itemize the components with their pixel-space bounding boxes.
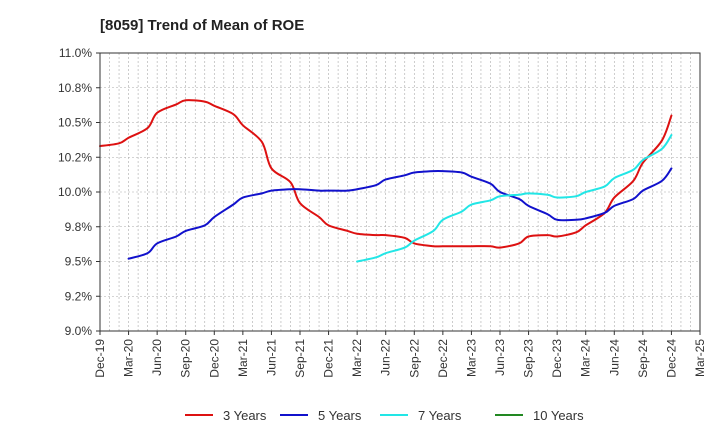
series-line-3 xyxy=(356,134,673,263)
legend-label: 3 Years xyxy=(223,408,267,423)
series-layer xyxy=(99,99,673,263)
x-tick-label: Dec-21 xyxy=(322,339,336,378)
x-axis-ticks: Dec-19 Mar-20 Jun-20 Sep-20 Dec-20 Mar-21 Jun-… xyxy=(93,331,707,378)
y-tick-label: 9.8% xyxy=(65,220,93,234)
x-tick-label: Jun-24 xyxy=(607,339,621,376)
x-tick-label: Sep-20 xyxy=(179,339,193,378)
chart-title: [8059] Trend of Mean of ROE xyxy=(100,17,304,34)
legend: 3 Years 5 Years 7 Years 10 Years xyxy=(185,408,584,423)
y-tick-label: 9.2% xyxy=(65,289,93,303)
y-tick-label: 11.0% xyxy=(59,46,92,60)
x-tick-label: Jun-20 xyxy=(150,339,164,376)
x-tick-label: Dec-22 xyxy=(436,339,450,378)
legend-label: 5 Years xyxy=(318,408,362,423)
y-axis-ticks: 9.0% 9.2% 9.5% 9.8% 10.0% 10.2% 10.5% 10.8% 11.0… xyxy=(58,46,100,338)
y-tick-label: 9.5% xyxy=(65,255,93,269)
series-line-2 xyxy=(127,167,673,260)
x-tick-label: Mar-23 xyxy=(464,339,478,377)
x-tick-label: Dec-19 xyxy=(93,339,107,378)
legend-label: 10 Years xyxy=(533,408,584,423)
y-tick-label: 10.5% xyxy=(58,116,92,130)
legend-label: 7 Years xyxy=(418,408,462,423)
y-tick-label: 10.0% xyxy=(58,185,92,199)
x-tick-label: Sep-24 xyxy=(636,339,650,378)
x-tick-label: Mar-25 xyxy=(693,339,707,377)
x-tick-label: Sep-22 xyxy=(407,339,421,378)
y-tick-label: 9.0% xyxy=(65,324,93,338)
x-tick-label: Jun-21 xyxy=(264,339,278,376)
x-tick-label: Dec-20 xyxy=(207,339,221,378)
x-tick-label: Jun-23 xyxy=(493,339,507,376)
x-tick-label: Sep-23 xyxy=(522,339,536,378)
series-line-1 xyxy=(99,99,673,249)
x-tick-label: Mar-24 xyxy=(579,339,593,377)
x-tick-label: Mar-20 xyxy=(122,339,136,377)
x-tick-label: Jun-22 xyxy=(379,339,393,376)
x-tick-label: Mar-22 xyxy=(350,339,364,377)
x-tick-label: Dec-24 xyxy=(664,339,678,378)
x-tick-label: Dec-23 xyxy=(550,339,564,378)
y-tick-label: 10.8% xyxy=(58,81,92,95)
x-tick-label: Mar-21 xyxy=(236,339,250,377)
x-tick-label: Sep-21 xyxy=(293,339,307,378)
y-tick-label: 10.2% xyxy=(58,150,92,164)
